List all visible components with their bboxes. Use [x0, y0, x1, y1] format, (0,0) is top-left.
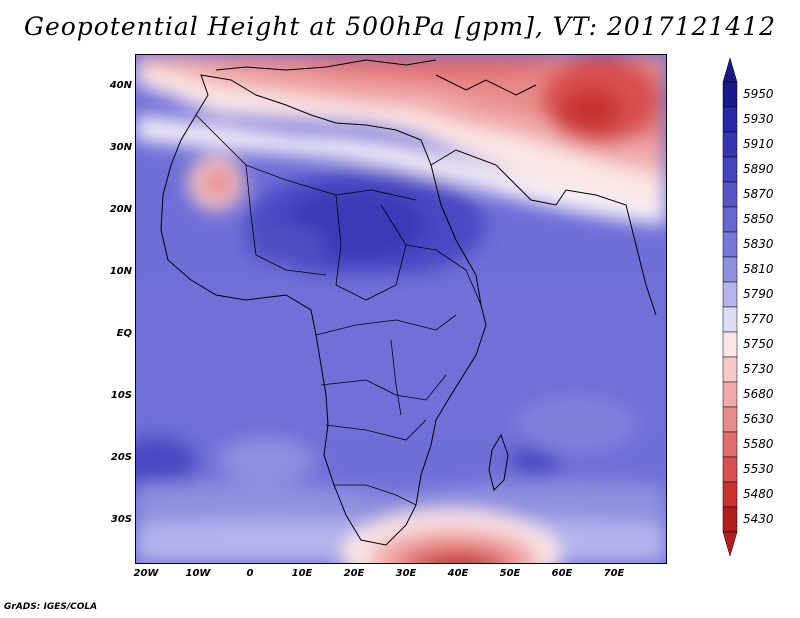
- colorbar-label-5910: 5910: [743, 136, 774, 151]
- lat-label-20n: 20N: [109, 204, 132, 215]
- colorbar-label-5890: 5890: [743, 161, 774, 176]
- colorbar-swatch-5850: [722, 206, 738, 233]
- chart-title: Geopotential Height at 500hPa [gpm], VT:…: [23, 12, 777, 41]
- colorbar-label-5870: 5870: [743, 186, 774, 201]
- border-2: [245, 164, 327, 276]
- credit-text: GrADS: IGES/COLA: [4, 602, 98, 612]
- colorbar-label-5830: 5830: [743, 236, 774, 251]
- lon-label-40e: 40E: [447, 568, 469, 579]
- colorbar-swatch-5730: [722, 356, 738, 383]
- colorbar-swatch-5770: [722, 306, 738, 333]
- lat-label-20s: 20S: [110, 452, 132, 463]
- colorbar-swatch-5580: [722, 431, 738, 458]
- lat-label-10s: 10S: [110, 390, 132, 401]
- lon-label-10w: 10W: [185, 568, 211, 579]
- border-5: [315, 314, 457, 336]
- colorbar-swatch-5930: [722, 106, 738, 133]
- lat-label-40n: 40N: [109, 80, 132, 91]
- border-4: [405, 244, 482, 306]
- lon-label-60e: 60E: [551, 568, 573, 579]
- madagascar-coast: [488, 433, 509, 491]
- colorbar-label-5850: 5850: [743, 211, 774, 226]
- colorbar-label-5580: 5580: [743, 436, 774, 451]
- colorbar-label-5680: 5680: [743, 386, 774, 401]
- lon-label-0: 0: [246, 568, 254, 579]
- colorbar-label-5630: 5630: [743, 411, 774, 426]
- africa-coast: [160, 74, 487, 546]
- border-1: [195, 114, 417, 201]
- lat-label-30n: 30N: [109, 142, 132, 153]
- colorbar-swatch-5870: [722, 181, 738, 208]
- country-borders: [195, 114, 482, 506]
- colorbar-swatch-5480: [722, 481, 738, 508]
- colorbar-swatch-5810: [722, 256, 738, 283]
- colorbar-swatch-5430: [722, 506, 738, 533]
- colorbar-swatch-5530: [722, 456, 738, 483]
- border-6: [320, 374, 447, 401]
- colorbar-arrow-top: [722, 58, 738, 83]
- colorbar-swatch-5910: [722, 131, 738, 158]
- lon-label-20w: 20W: [133, 568, 159, 579]
- border-9: [390, 339, 402, 416]
- colorbar-swatch-5680: [722, 381, 738, 408]
- colorbar-label-5790: 5790: [743, 286, 774, 301]
- border-7: [325, 419, 427, 441]
- colorbar-label-5480: 5480: [743, 486, 774, 501]
- colorbar-label-5950: 5950: [743, 86, 774, 101]
- lat-label-10n: 10N: [109, 266, 132, 277]
- colorbar-arrow-bottom: [722, 531, 738, 556]
- colorbar-label-5770: 5770: [743, 311, 774, 326]
- colorbar-label-5930: 5930: [743, 111, 774, 126]
- lon-label-20e: 20E: [343, 568, 365, 579]
- lat-label-30s: 30S: [110, 514, 132, 525]
- colorbar-swatch-5950: [722, 81, 738, 108]
- coastlines: [160, 59, 657, 546]
- colorbar-swatch-5790: [722, 281, 738, 308]
- mediterranean-coast: [435, 74, 537, 96]
- map-frame: [135, 54, 667, 564]
- colorbar-swatch-5830: [722, 231, 738, 258]
- height-field: [136, 55, 666, 563]
- lon-label-30e: 30E: [395, 568, 417, 579]
- lon-label-70e: 70E: [603, 568, 625, 579]
- colorbar-swatch-5630: [722, 406, 738, 433]
- colorbar: [722, 58, 738, 556]
- colorbar-label-5730: 5730: [743, 361, 774, 376]
- colorbar-label-5530: 5530: [743, 461, 774, 476]
- colorbar-label-5810: 5810: [743, 261, 774, 276]
- border-8: [334, 484, 417, 506]
- colorbar-label-5430: 5430: [743, 511, 774, 526]
- colorbar-label-5750: 5750: [743, 336, 774, 351]
- europe-coast: [215, 59, 437, 71]
- map-canvas: [136, 55, 666, 563]
- lon-label-10e: 10E: [291, 568, 313, 579]
- lat-label-eq: EQ: [116, 328, 132, 339]
- lon-label-50e: 50E: [499, 568, 521, 579]
- arabia-india-coast: [430, 149, 657, 316]
- colorbar-swatch-5750: [722, 331, 738, 358]
- colorbar-swatch-5890: [722, 156, 738, 183]
